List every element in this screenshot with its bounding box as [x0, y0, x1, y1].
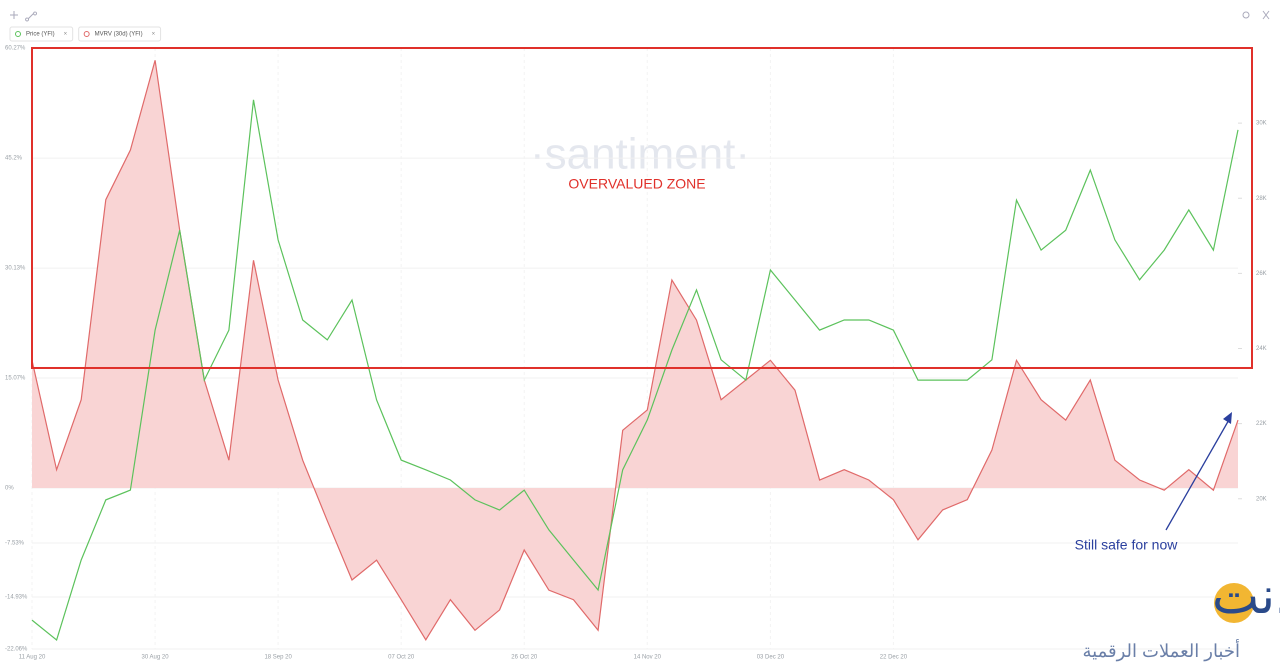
logo-coin [1214, 583, 1254, 623]
mvrv-area [32, 60, 1238, 640]
y2-tick-label: 30K [1256, 121, 1267, 127]
price-line [31, 99, 1239, 642]
link-icon[interactable] [25, 11, 37, 22]
note-arrow [1165, 417, 1231, 531]
legend-item[interactable]: Price (YFI) × [9, 26, 74, 42]
x-tick-label: 11 Aug 20 [19, 655, 46, 661]
x-tick-label: 07 Oct 20 [388, 655, 415, 661]
y2-tick-label: 22K [1256, 421, 1267, 427]
logo-text: الكريبتو.نت [1212, 568, 1280, 626]
y-tick-label: -7.53% [5, 541, 25, 547]
logo-subtitle: أخبار العملات الرقمية [1082, 639, 1240, 662]
y-tick-label: 45.2% [5, 156, 23, 162]
y-tick-label: 30.13% [5, 266, 26, 272]
x-tick-label: 03 Dec 20 [757, 655, 785, 661]
legend: Price (YFI) × MVRV (30d) (YFI) × [9, 26, 162, 42]
mvrv-line [31, 60, 1239, 641]
y-tick-label: -22.06% [5, 647, 28, 653]
y2-tick-label: 20K [1256, 496, 1267, 502]
legend-swatch [15, 31, 21, 37]
legend-close: × [64, 32, 68, 38]
zone-label: OVERVALUED ZONE [568, 176, 705, 192]
x-tick-label: 30 Aug 20 [142, 655, 170, 661]
legend-item[interactable]: MVRV (30d) (YFI) × [78, 26, 162, 42]
legend-label: Price (YFI) [26, 32, 55, 38]
fullscreen-icon[interactable] [1262, 10, 1270, 20]
y2-tick-label: 24K [1256, 346, 1267, 352]
arrow-head [1223, 412, 1232, 424]
y-tick-label: -14.93% [5, 595, 28, 601]
legend-chip [9, 26, 74, 42]
overvalued-zone [31, 47, 1253, 369]
x-tick-label: 14 Nov 20 [634, 655, 662, 661]
y2-tick-label: 26K [1256, 271, 1267, 277]
x-tick-label: 18 Sep 20 [264, 655, 292, 661]
y-tick-label: 60.27% [5, 46, 26, 52]
watermark: ·santiment· [530, 130, 750, 179]
x-tick-label: 22 Dec 20 [880, 655, 908, 661]
settings-icon[interactable] [1242, 11, 1250, 19]
note: Still safe for now [1075, 537, 1179, 553]
y-tick-label: 0% [5, 486, 14, 492]
y2-tick-label: 28K [1256, 196, 1267, 202]
zoom-icon[interactable] [10, 11, 18, 19]
legend-chip [78, 26, 162, 42]
legend-close: × [152, 32, 156, 38]
legend-swatch [83, 31, 90, 37]
x-tick-label: 26 Oct 20 [511, 655, 538, 661]
toolbar [10, 10, 1270, 22]
y-tick-label: 15.07% [5, 376, 26, 382]
legend-label: MVRV (30d) (YFI) [95, 32, 143, 38]
